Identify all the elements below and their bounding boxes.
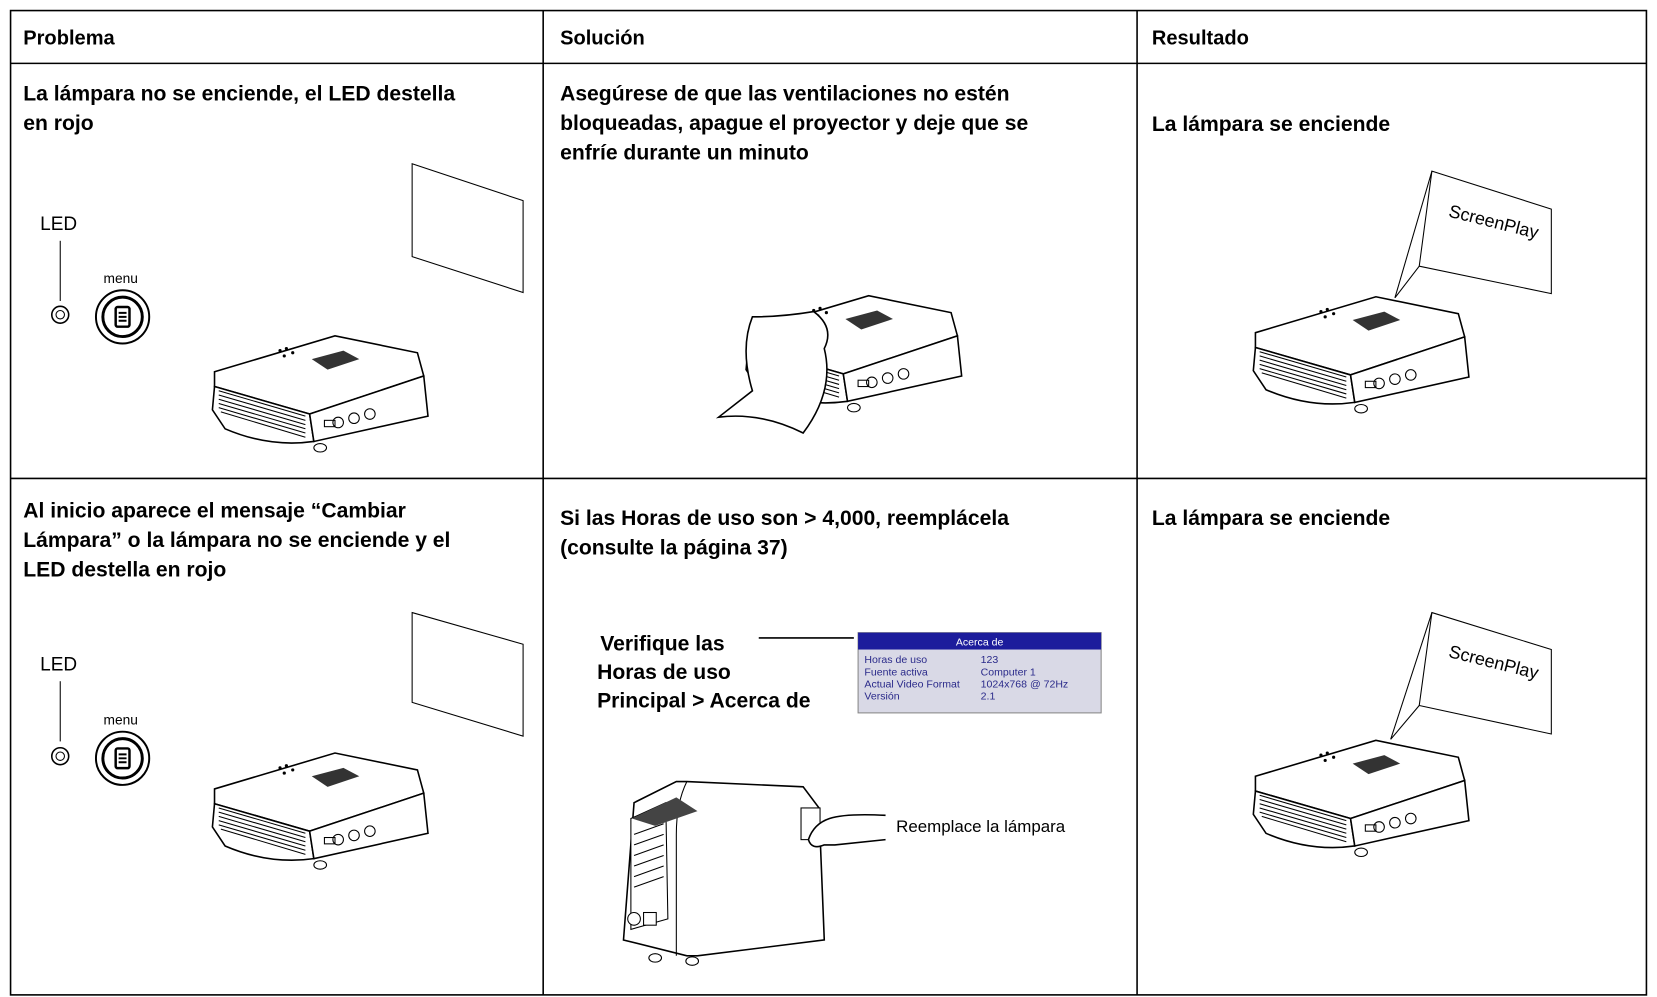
cell-text: La lámpara se enciende xyxy=(1152,113,1391,136)
osd-label: Fuente activa xyxy=(864,666,927,678)
osd-value: 123 xyxy=(981,654,999,666)
cell-text: Asegúrese de que las ventilaciones no es… xyxy=(560,82,1009,105)
osd-callout: Verifique las Horas de uso Principal > A… xyxy=(597,632,1102,714)
cell-text: LED destella en rojo xyxy=(23,559,226,582)
cell-text: Lámpara” o la lámpara no se enciende y e… xyxy=(23,529,450,552)
table-cells: Problema Solución Resultado La lámpara no s… xyxy=(23,27,1390,581)
replace-lamp-illustration: Reemplace la lámpara xyxy=(622,780,1066,966)
blocked-vent-illustration xyxy=(715,294,963,435)
osd-label: Horas de uso xyxy=(864,654,927,666)
cell-text: La lámpara se enciende xyxy=(1152,507,1391,530)
table-grid xyxy=(9,9,1648,996)
led-illustration: LED menu xyxy=(40,162,524,453)
projection-illustration: ScreenPlay xyxy=(1252,170,1552,414)
column-header: Resultado xyxy=(1152,27,1249,49)
osd-value: Computer 1 xyxy=(981,666,1036,678)
led-label: LED xyxy=(40,214,77,235)
osd-label: Versión xyxy=(864,691,899,703)
osd-value: 1024x768 @ 72Hz xyxy=(981,679,1069,691)
menu-label: menu xyxy=(104,713,138,728)
osd-label: Actual Video Format xyxy=(864,679,959,691)
column-header: Solución xyxy=(560,27,645,49)
callout-line: Principal > Acerca de xyxy=(597,690,811,713)
menu-label: menu xyxy=(104,271,138,286)
osd-title: Acerca de xyxy=(956,636,1004,648)
replace-label: Reemplace la lámpara xyxy=(896,817,1066,836)
callout-line: Verifique las xyxy=(600,633,724,656)
cell-text: Si las Horas de uso son > 4,000, reemplá… xyxy=(560,507,1009,530)
cell-text: (consulte la página 37) xyxy=(560,536,788,559)
led-label: LED xyxy=(40,655,77,676)
column-header: Problema xyxy=(23,27,115,49)
cell-text: en rojo xyxy=(23,112,93,135)
cell-text: La lámpara no se enciende, el LED destel… xyxy=(23,82,455,105)
cell-text: Al inicio aparece el mensaje “Cambiar xyxy=(23,500,406,523)
osd-value: 2.1 xyxy=(981,691,996,703)
led-illustration: LED menu xyxy=(40,611,524,870)
cell-text: enfríe durante un minuto xyxy=(560,141,809,164)
callout-line: Horas de uso xyxy=(597,661,731,684)
projection-illustration: ScreenPlay xyxy=(1252,611,1552,858)
cell-text: bloqueadas, apague el proyector y deje q… xyxy=(560,112,1028,135)
